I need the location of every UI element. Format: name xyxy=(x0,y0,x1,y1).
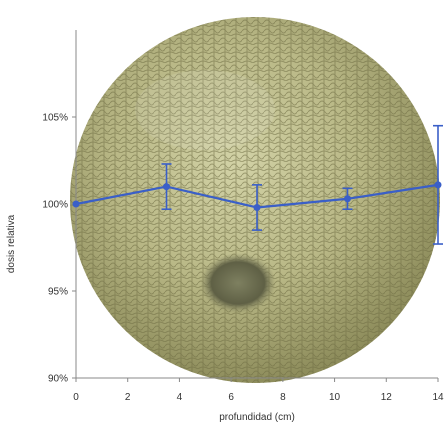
x-ticks: 0 2 4 6 8 10 12 14 xyxy=(73,378,444,403)
data-point xyxy=(344,195,351,203)
y-tick-label: 95% xyxy=(48,287,68,298)
x-tick-label: 12 xyxy=(381,392,393,403)
x-tick-label: 10 xyxy=(329,392,341,403)
data-point xyxy=(434,181,442,189)
y-tick-label: 105% xyxy=(42,113,68,124)
x-tick-label: 4 xyxy=(177,392,183,403)
x-tick-label: 8 xyxy=(280,392,286,403)
y-tick-label: 100% xyxy=(42,200,68,211)
melon-photo xyxy=(70,17,440,383)
x-tick-label: 14 xyxy=(432,392,444,403)
x-axis-label: profundidad (cm) xyxy=(219,412,295,423)
data-points xyxy=(72,181,442,211)
x-tick-label: 2 xyxy=(125,392,131,403)
y-ticks: 90% 95% 100% 105% xyxy=(42,113,76,385)
y-tick-label: 90% xyxy=(48,374,68,385)
data-point xyxy=(253,203,261,211)
data-point xyxy=(163,183,170,191)
y-axis-label: dosis relativa xyxy=(6,214,17,273)
data-point xyxy=(72,200,80,208)
x-tick-label: 0 xyxy=(73,392,79,403)
x-tick-label: 6 xyxy=(228,392,234,403)
